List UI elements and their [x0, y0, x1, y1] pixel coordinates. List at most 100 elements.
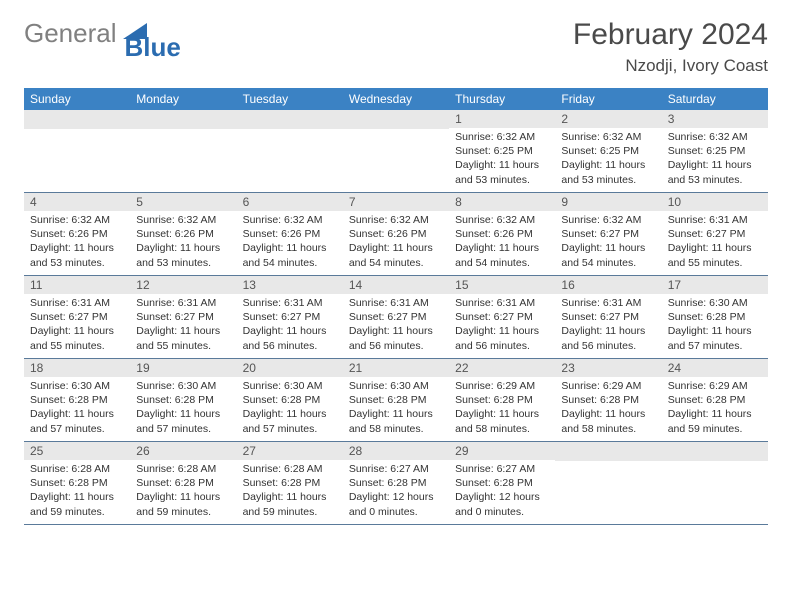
weekday-header-row: SundayMondayTuesdayWednesdayThursdayFrid… [24, 88, 768, 110]
day-cell: 19Sunrise: 6:30 AMSunset: 6:28 PMDayligh… [130, 359, 236, 441]
week-row: 18Sunrise: 6:30 AMSunset: 6:28 PMDayligh… [24, 359, 768, 442]
day-info: Sunrise: 6:31 AMSunset: 6:27 PMDaylight:… [130, 294, 236, 357]
day-number: 26 [130, 442, 236, 460]
day-cell: 8Sunrise: 6:32 AMSunset: 6:26 PMDaylight… [449, 193, 555, 275]
day-info: Sunrise: 6:31 AMSunset: 6:27 PMDaylight:… [449, 294, 555, 357]
day-cell: 5Sunrise: 6:32 AMSunset: 6:26 PMDaylight… [130, 193, 236, 275]
day-cell: 25Sunrise: 6:28 AMSunset: 6:28 PMDayligh… [24, 442, 130, 524]
day-info: Sunrise: 6:31 AMSunset: 6:27 PMDaylight:… [24, 294, 130, 357]
day-info: Sunrise: 6:29 AMSunset: 6:28 PMDaylight:… [449, 377, 555, 440]
weekday-cell: Friday [555, 88, 661, 110]
day-number: 8 [449, 193, 555, 211]
day-cell: 27Sunrise: 6:28 AMSunset: 6:28 PMDayligh… [237, 442, 343, 524]
day-cell [24, 110, 130, 192]
day-info: Sunrise: 6:28 AMSunset: 6:28 PMDaylight:… [237, 460, 343, 523]
day-info: Sunrise: 6:28 AMSunset: 6:28 PMDaylight:… [24, 460, 130, 523]
day-number: 20 [237, 359, 343, 377]
day-info: Sunrise: 6:32 AMSunset: 6:26 PMDaylight:… [130, 211, 236, 274]
empty-day-header [662, 442, 768, 461]
day-cell: 14Sunrise: 6:31 AMSunset: 6:27 PMDayligh… [343, 276, 449, 358]
day-number: 6 [237, 193, 343, 211]
day-number: 12 [130, 276, 236, 294]
empty-day-header [130, 110, 236, 129]
day-info: Sunrise: 6:32 AMSunset: 6:26 PMDaylight:… [449, 211, 555, 274]
header: General Blue February 2024 Nzodji, Ivory… [24, 18, 768, 76]
day-number: 22 [449, 359, 555, 377]
day-number: 2 [555, 110, 661, 128]
day-info: Sunrise: 6:31 AMSunset: 6:27 PMDaylight:… [662, 211, 768, 274]
day-cell: 18Sunrise: 6:30 AMSunset: 6:28 PMDayligh… [24, 359, 130, 441]
day-cell: 24Sunrise: 6:29 AMSunset: 6:28 PMDayligh… [662, 359, 768, 441]
weekday-cell: Saturday [662, 88, 768, 110]
day-number: 3 [662, 110, 768, 128]
week-row: 4Sunrise: 6:32 AMSunset: 6:26 PMDaylight… [24, 193, 768, 276]
day-cell [343, 110, 449, 192]
day-info: Sunrise: 6:32 AMSunset: 6:26 PMDaylight:… [237, 211, 343, 274]
day-number: 4 [24, 193, 130, 211]
day-number: 27 [237, 442, 343, 460]
logo-gray-text: General [24, 18, 117, 49]
day-info: Sunrise: 6:31 AMSunset: 6:27 PMDaylight:… [237, 294, 343, 357]
day-number: 23 [555, 359, 661, 377]
week-row: 25Sunrise: 6:28 AMSunset: 6:28 PMDayligh… [24, 442, 768, 525]
day-info: Sunrise: 6:30 AMSunset: 6:28 PMDaylight:… [662, 294, 768, 357]
day-cell: 23Sunrise: 6:29 AMSunset: 6:28 PMDayligh… [555, 359, 661, 441]
day-number: 10 [662, 193, 768, 211]
empty-day-header [237, 110, 343, 129]
day-cell [130, 110, 236, 192]
day-number: 28 [343, 442, 449, 460]
day-cell: 6Sunrise: 6:32 AMSunset: 6:26 PMDaylight… [237, 193, 343, 275]
day-info: Sunrise: 6:32 AMSunset: 6:25 PMDaylight:… [555, 128, 661, 191]
day-cell: 26Sunrise: 6:28 AMSunset: 6:28 PMDayligh… [130, 442, 236, 524]
day-cell: 9Sunrise: 6:32 AMSunset: 6:27 PMDaylight… [555, 193, 661, 275]
empty-day-header [555, 442, 661, 461]
day-cell: 28Sunrise: 6:27 AMSunset: 6:28 PMDayligh… [343, 442, 449, 524]
day-number: 21 [343, 359, 449, 377]
day-number: 11 [24, 276, 130, 294]
day-cell: 16Sunrise: 6:31 AMSunset: 6:27 PMDayligh… [555, 276, 661, 358]
day-info: Sunrise: 6:29 AMSunset: 6:28 PMDaylight:… [555, 377, 661, 440]
day-cell: 22Sunrise: 6:29 AMSunset: 6:28 PMDayligh… [449, 359, 555, 441]
day-cell [662, 442, 768, 524]
day-number: 19 [130, 359, 236, 377]
month-title: February 2024 [573, 18, 768, 52]
day-cell: 13Sunrise: 6:31 AMSunset: 6:27 PMDayligh… [237, 276, 343, 358]
day-cell [555, 442, 661, 524]
day-info: Sunrise: 6:31 AMSunset: 6:27 PMDaylight:… [343, 294, 449, 357]
day-info: Sunrise: 6:28 AMSunset: 6:28 PMDaylight:… [130, 460, 236, 523]
day-cell: 10Sunrise: 6:31 AMSunset: 6:27 PMDayligh… [662, 193, 768, 275]
day-info: Sunrise: 6:30 AMSunset: 6:28 PMDaylight:… [237, 377, 343, 440]
day-info: Sunrise: 6:32 AMSunset: 6:25 PMDaylight:… [662, 128, 768, 191]
day-info: Sunrise: 6:32 AMSunset: 6:26 PMDaylight:… [24, 211, 130, 274]
week-row: 11Sunrise: 6:31 AMSunset: 6:27 PMDayligh… [24, 276, 768, 359]
day-number: 24 [662, 359, 768, 377]
day-cell: 20Sunrise: 6:30 AMSunset: 6:28 PMDayligh… [237, 359, 343, 441]
day-number: 25 [24, 442, 130, 460]
day-number: 9 [555, 193, 661, 211]
location: Nzodji, Ivory Coast [573, 56, 768, 76]
day-number: 15 [449, 276, 555, 294]
day-number: 14 [343, 276, 449, 294]
day-info: Sunrise: 6:31 AMSunset: 6:27 PMDaylight:… [555, 294, 661, 357]
day-info: Sunrise: 6:30 AMSunset: 6:28 PMDaylight:… [130, 377, 236, 440]
day-info: Sunrise: 6:27 AMSunset: 6:28 PMDaylight:… [343, 460, 449, 523]
day-number: 29 [449, 442, 555, 460]
title-block: February 2024 Nzodji, Ivory Coast [573, 18, 768, 76]
day-number: 16 [555, 276, 661, 294]
day-number: 17 [662, 276, 768, 294]
day-number: 1 [449, 110, 555, 128]
day-cell: 21Sunrise: 6:30 AMSunset: 6:28 PMDayligh… [343, 359, 449, 441]
weekday-cell: Thursday [449, 88, 555, 110]
day-cell: 15Sunrise: 6:31 AMSunset: 6:27 PMDayligh… [449, 276, 555, 358]
week-row: 1Sunrise: 6:32 AMSunset: 6:25 PMDaylight… [24, 110, 768, 193]
weekday-cell: Sunday [24, 88, 130, 110]
day-info: Sunrise: 6:30 AMSunset: 6:28 PMDaylight:… [24, 377, 130, 440]
logo: General Blue [24, 18, 205, 49]
day-info: Sunrise: 6:32 AMSunset: 6:26 PMDaylight:… [343, 211, 449, 274]
empty-day-header [24, 110, 130, 129]
day-info: Sunrise: 6:27 AMSunset: 6:28 PMDaylight:… [449, 460, 555, 523]
day-number: 18 [24, 359, 130, 377]
day-cell: 3Sunrise: 6:32 AMSunset: 6:25 PMDaylight… [662, 110, 768, 192]
logo-blue-text: Blue [125, 32, 181, 62]
day-cell: 29Sunrise: 6:27 AMSunset: 6:28 PMDayligh… [449, 442, 555, 524]
